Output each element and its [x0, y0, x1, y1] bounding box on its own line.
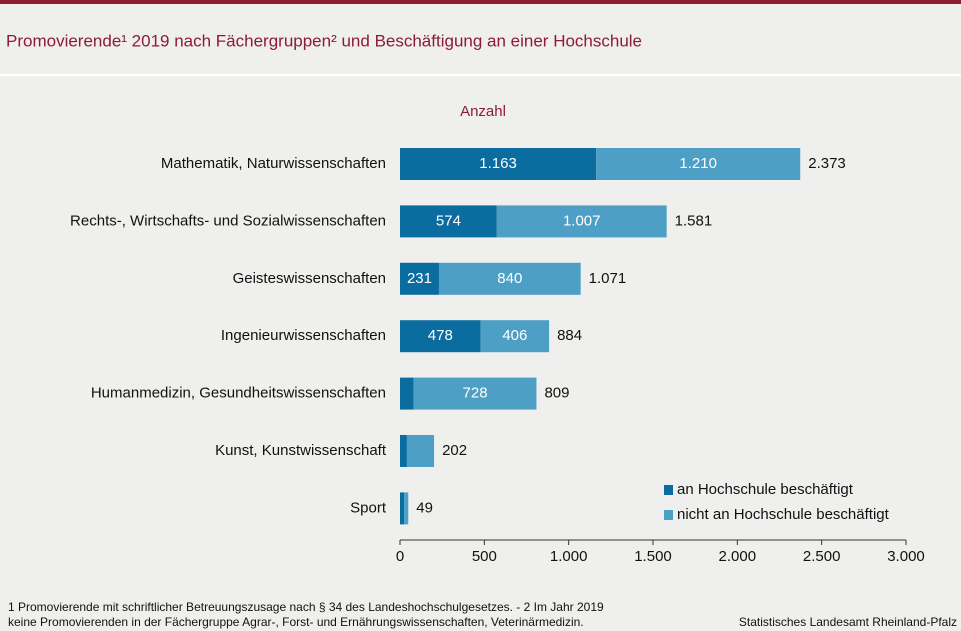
legend-swatch [664, 510, 673, 520]
value-label: 1.210 [679, 155, 717, 172]
bar-segment [400, 377, 414, 410]
value-label: 406 [502, 327, 527, 344]
bar-segment [406, 435, 435, 467]
x-tick-label: 1.000 [550, 548, 588, 565]
bar-segment [404, 492, 409, 525]
x-tick-label: 1.500 [634, 548, 672, 565]
total-label: 1.581 [675, 212, 713, 229]
category-label: Kunst, Kunstwissenschaft [215, 442, 387, 459]
value-label: 1.007 [563, 212, 601, 229]
category-label: Ingenieurwissenschaften [221, 327, 386, 344]
footnote: keine Promovierenden in der Fächergruppe… [8, 615, 584, 629]
source: Statistisches Landesamt Rheinland-Pfalz [739, 615, 957, 629]
value-label: 478 [428, 327, 453, 344]
total-label: 1.071 [589, 270, 627, 287]
footnote: 1 Promovierende mit schriftlicher Betreu… [8, 600, 604, 614]
total-label: 809 [544, 385, 569, 402]
x-tick-label: 500 [472, 548, 497, 565]
x-tick-label: 3.000 [887, 548, 925, 565]
legend-label: an Hochschule beschäftigt [677, 481, 854, 498]
bar-segment [413, 377, 537, 410]
top-bar [0, 0, 961, 4]
bar-segment [400, 148, 597, 180]
bar-segment [480, 320, 550, 353]
bar-segment [400, 435, 407, 467]
value-label: 840 [497, 270, 522, 287]
bar-segment [400, 320, 481, 353]
bar-segment [400, 262, 439, 295]
value-label: 231 [407, 270, 432, 287]
bar-segment [400, 492, 405, 525]
category-label: Mathematik, Naturwissenschaften [161, 155, 386, 172]
category-label: Sport [350, 499, 387, 516]
axis-title: Anzahl [460, 103, 506, 120]
value-label: 728 [463, 385, 488, 402]
x-tick-label: 2.500 [803, 548, 841, 565]
total-label: 202 [442, 442, 467, 459]
value-label: 574 [436, 212, 461, 229]
total-label: 49 [416, 499, 433, 516]
x-tick-label: 2.000 [719, 548, 757, 565]
bar-segment [438, 262, 581, 295]
total-label: 2.373 [808, 155, 846, 172]
bar-segment [496, 205, 667, 238]
bar-segment [596, 148, 801, 180]
bar-segment [400, 205, 497, 238]
legend-label: nicht an Hochschule beschäftigt [677, 506, 890, 523]
value-label: 1.163 [479, 155, 517, 172]
category-label: Rechts-, Wirtschafts- und Sozialwissensc… [70, 212, 386, 229]
total-label: 884 [557, 327, 582, 344]
chart-title: Promovierende¹ 2019 nach Fächergruppen² … [6, 31, 642, 50]
category-label: Geisteswissenschaften [233, 270, 386, 287]
legend-swatch [664, 485, 673, 495]
category-label: Humanmedizin, Gesundheitswissenschaften [91, 385, 386, 402]
x-tick-label: 0 [396, 548, 404, 565]
